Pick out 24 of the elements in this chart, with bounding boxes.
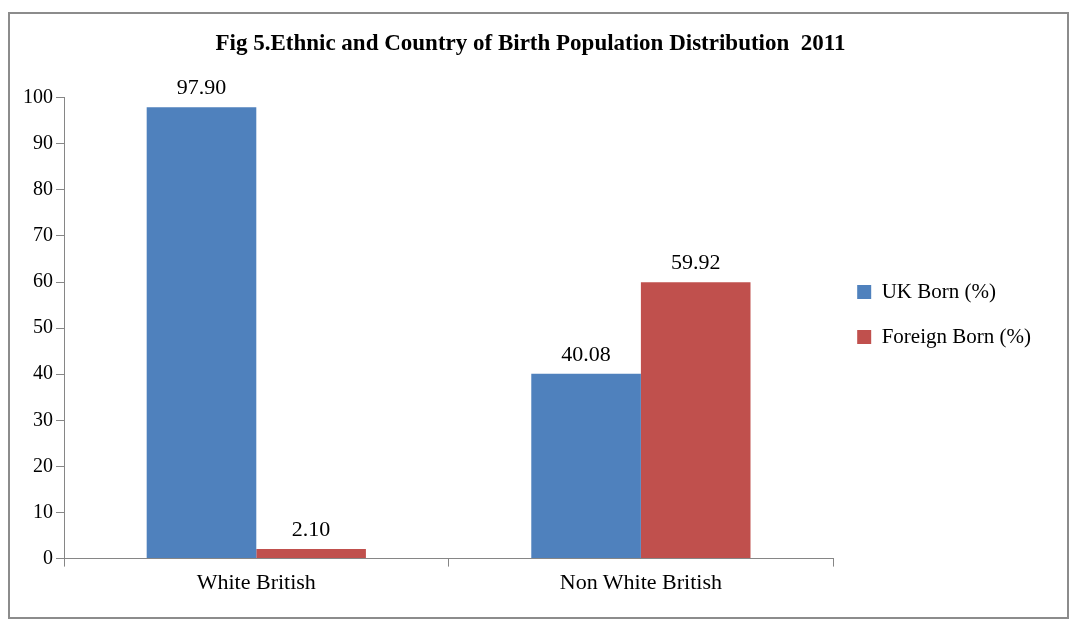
y-tick-label: 70: [33, 223, 53, 246]
y-tick-label: 20: [33, 453, 53, 476]
y-tick-label: 30: [33, 407, 53, 430]
data-label: 2.10: [291, 515, 331, 541]
bar: [531, 373, 641, 559]
y-tick-label: 80: [33, 177, 53, 200]
data-label: 97.90: [176, 74, 227, 100]
chart-title: Fig 5.Ethnic and Country of Birth Population Distribution 2011: [215, 29, 846, 55]
x-tick-label: White British: [196, 568, 316, 594]
legend-label: Foreign Born (%): [881, 323, 1032, 348]
legend-label: UK Born (%): [881, 278, 997, 303]
y-tick-label: 10: [33, 499, 53, 522]
bar: [146, 107, 257, 559]
y-tick-label: 90: [33, 130, 53, 153]
data-label: 59.92: [670, 249, 721, 275]
x-tick-label: Non White British: [559, 568, 722, 594]
data-label: 40.08: [561, 340, 611, 366]
bar: [640, 282, 751, 559]
bar: [256, 548, 366, 559]
y-tick-label: 0: [43, 545, 53, 568]
y-tick-label: 50: [33, 315, 53, 338]
y-tick-label: 60: [33, 269, 53, 292]
y-tick-label: 100: [23, 84, 53, 107]
y-tick-label: 40: [33, 361, 53, 384]
